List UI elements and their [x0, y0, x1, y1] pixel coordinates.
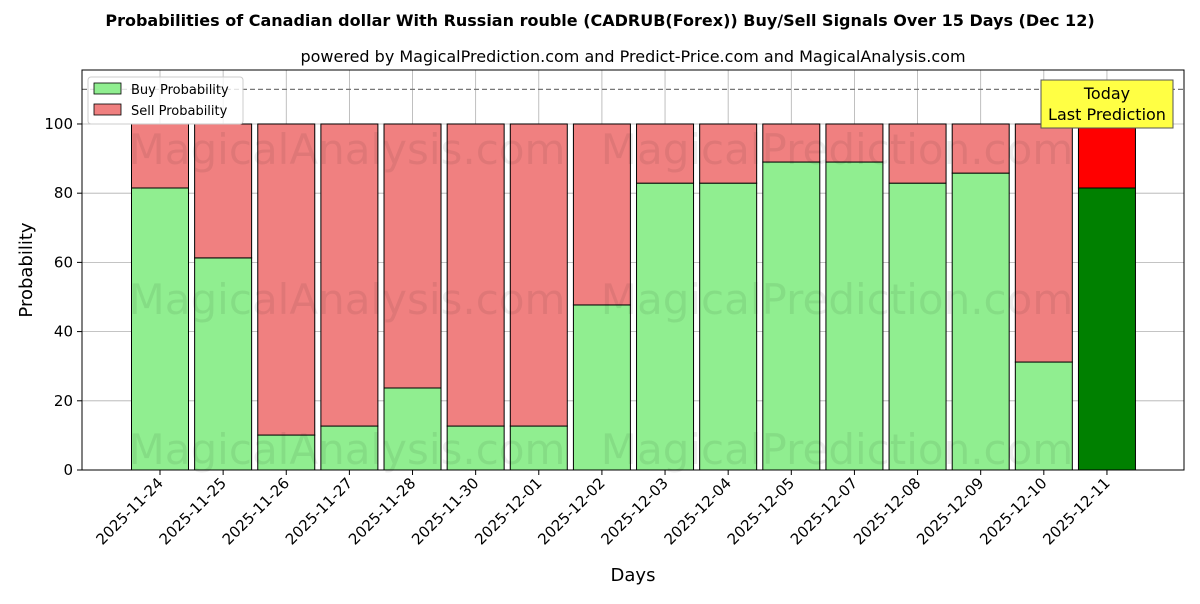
x-tick-label: 2025-12-03	[597, 474, 671, 548]
chart-subtitle: powered by MagicalPrediction.com and Pre…	[300, 47, 965, 66]
legend-label-sell: Sell Probability	[131, 104, 228, 119]
y-tick-label: 100	[44, 115, 73, 133]
x-tick-label: 2025-12-09	[913, 474, 987, 548]
x-tick-label: 2025-12-04	[661, 474, 735, 548]
x-tick-label: 2025-12-08	[850, 474, 924, 548]
sell-bar	[825, 123, 884, 163]
sell-bar	[762, 123, 821, 163]
sell-bar	[951, 123, 1010, 174]
x-axis-label: Days	[611, 565, 656, 586]
buy-bar	[888, 182, 947, 471]
x-tick-label: 2025-12-05	[724, 474, 798, 548]
buy-bar	[446, 425, 505, 471]
watermark: MagicalAnalysis.com	[129, 275, 566, 324]
sell-bar	[888, 123, 947, 184]
y-tick-label: 0	[63, 461, 73, 479]
x-tick-label: 2025-12-07	[787, 474, 861, 548]
x-tick-label: 2025-11-25	[156, 474, 230, 548]
buy-bar	[825, 161, 884, 471]
x-tick-label: 2025-11-24	[92, 474, 166, 548]
x-tick-label: 2025-11-30	[408, 474, 482, 548]
legend-label-buy: Buy Probability	[131, 83, 229, 98]
buy-bar	[636, 182, 695, 471]
sell-bar	[1077, 123, 1136, 189]
today-annotation: Today Last Prediction	[1040, 79, 1174, 129]
y-tick-label: 40	[54, 323, 73, 341]
sell-bar	[257, 123, 316, 436]
sell-bar	[320, 123, 379, 427]
y-tick-label: 20	[54, 392, 73, 410]
legend-swatch-sell	[93, 103, 122, 116]
buy-bar	[509, 425, 568, 471]
annotation-line2: Last Prediction	[1048, 105, 1166, 124]
y-tick-label: 60	[54, 253, 73, 271]
watermark: MagicalAnalysis.com	[129, 125, 566, 174]
sell-bar	[1014, 123, 1073, 363]
legend: Buy Probability Sell Probability	[87, 76, 244, 125]
watermark: MagicalPrediction.com	[601, 275, 1074, 324]
x-tick-label: 2025-12-01	[471, 474, 545, 548]
watermark: MagicalPrediction.com	[601, 125, 1074, 174]
x-tick-label: 2025-12-11	[1039, 474, 1113, 548]
x-tick-label: 2025-12-10	[976, 474, 1050, 548]
x-tick-label: 2025-11-28	[345, 474, 419, 548]
watermark: MagicalPrediction.com	[601, 425, 1074, 474]
sell-bar	[636, 123, 695, 184]
x-tick-label: 2025-11-26	[219, 474, 293, 548]
sell-bar	[572, 123, 631, 306]
sell-bar	[131, 123, 189, 189]
sell-bar	[383, 123, 442, 389]
buy-bar	[257, 434, 316, 471]
sell-bar	[699, 123, 758, 184]
watermark: MagicalAnalysis.com	[129, 425, 566, 474]
legend-swatch-buy	[93, 82, 122, 95]
y-tick-label: 80	[54, 184, 73, 202]
buy-bar	[1077, 187, 1136, 471]
y-axis-label: Probability	[16, 222, 37, 317]
buy-bar	[572, 304, 631, 471]
buy-bar	[194, 257, 253, 471]
sell-bar	[509, 123, 568, 427]
x-tick-label: 2025-11-27	[282, 474, 356, 548]
plot-frame	[81, 69, 1185, 471]
chart-title: Probabilities of Canadian dollar With Ru…	[105, 11, 1094, 30]
buy-bar	[699, 182, 758, 471]
sell-bar	[446, 123, 505, 427]
x-tick-label: 2025-12-02	[534, 474, 608, 548]
annotation-line1: Today	[1083, 84, 1130, 103]
buy-bar	[383, 387, 442, 471]
buy-bar	[762, 161, 821, 471]
